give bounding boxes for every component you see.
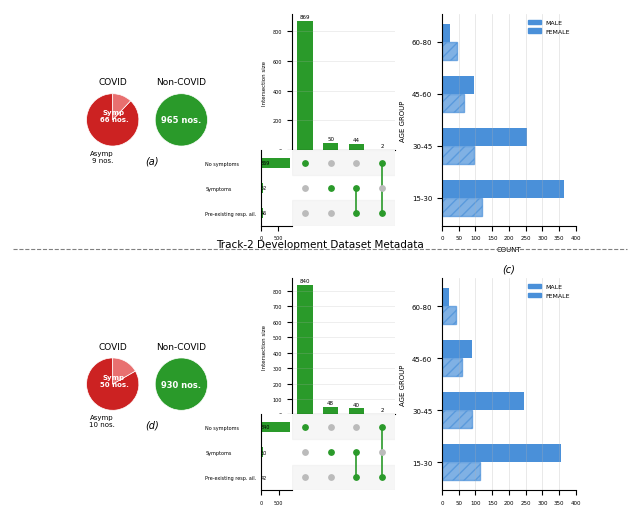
Wedge shape xyxy=(86,94,139,147)
Y-axis label: Intersection size: Intersection size xyxy=(262,324,268,369)
Bar xyxy=(261,158,291,168)
Bar xyxy=(442,359,462,377)
Bar xyxy=(292,151,395,176)
Bar xyxy=(261,447,263,457)
Bar xyxy=(442,77,474,95)
Bar xyxy=(442,25,451,43)
Point xyxy=(377,184,387,192)
Text: 52: 52 xyxy=(261,186,268,191)
Point xyxy=(300,210,310,218)
Text: 44: 44 xyxy=(353,138,360,143)
Title: Non-COVID: Non-COVID xyxy=(156,342,206,351)
Bar xyxy=(349,409,364,415)
Wedge shape xyxy=(113,358,135,384)
Bar xyxy=(442,462,481,480)
Point xyxy=(377,210,387,218)
Text: 50: 50 xyxy=(261,449,268,454)
Text: 40: 40 xyxy=(353,402,360,407)
Title: Non-COVID: Non-COVID xyxy=(156,78,206,87)
Point xyxy=(351,473,362,481)
Text: Symp
50 nos.: Symp 50 nos. xyxy=(100,374,129,387)
Bar xyxy=(297,285,312,415)
Bar xyxy=(442,307,456,325)
Point xyxy=(300,159,310,167)
Wedge shape xyxy=(156,94,207,147)
Y-axis label: AGE GROUP: AGE GROUP xyxy=(400,364,406,405)
Bar xyxy=(323,407,339,415)
Title: COVID: COVID xyxy=(99,342,127,351)
Legend: MALE, FEMALE: MALE, FEMALE xyxy=(526,282,573,301)
Point xyxy=(377,423,387,431)
Point xyxy=(326,159,336,167)
Wedge shape xyxy=(156,358,207,411)
Text: (c): (c) xyxy=(502,264,515,274)
Bar xyxy=(442,128,527,146)
Point xyxy=(351,448,362,456)
Point xyxy=(377,448,387,456)
Point xyxy=(300,473,310,481)
Bar xyxy=(442,198,482,217)
Text: (b): (b) xyxy=(337,171,350,181)
Text: 2: 2 xyxy=(380,408,384,413)
Point xyxy=(326,423,336,431)
Point xyxy=(351,184,362,192)
Text: 930 nos.: 930 nos. xyxy=(161,380,202,389)
Point xyxy=(326,448,336,456)
Point xyxy=(377,159,387,167)
Text: (e): (e) xyxy=(337,435,350,445)
Bar xyxy=(292,201,395,226)
Bar xyxy=(261,422,291,432)
Bar xyxy=(261,183,263,193)
Text: 46: 46 xyxy=(261,211,268,216)
Text: 50: 50 xyxy=(327,137,334,142)
Bar xyxy=(442,95,464,113)
Bar xyxy=(323,143,339,151)
Bar xyxy=(442,180,564,198)
Point xyxy=(300,448,310,456)
Point xyxy=(377,473,387,481)
Text: 869: 869 xyxy=(261,161,270,166)
Text: 48: 48 xyxy=(327,400,334,406)
Text: Track-2 Development Dataset Metadata: Track-2 Development Dataset Metadata xyxy=(216,240,424,250)
Text: 840: 840 xyxy=(300,279,310,284)
Bar xyxy=(292,415,395,440)
Bar xyxy=(349,144,364,151)
Text: 2: 2 xyxy=(380,144,384,149)
Bar xyxy=(442,340,472,359)
Text: Symp
66 nos.: Symp 66 nos. xyxy=(100,110,129,123)
Wedge shape xyxy=(86,358,139,411)
Point xyxy=(326,473,336,481)
Bar xyxy=(442,146,474,165)
Y-axis label: AGE GROUP: AGE GROUP xyxy=(400,100,406,141)
X-axis label: COUNT: COUNT xyxy=(497,246,522,252)
Bar xyxy=(261,209,262,219)
Text: 42: 42 xyxy=(261,475,268,480)
Bar xyxy=(442,392,524,410)
Bar xyxy=(442,43,457,61)
Text: Asymp
9 nos.: Asymp 9 nos. xyxy=(90,150,114,164)
Point xyxy=(351,423,362,431)
Text: (a): (a) xyxy=(145,156,159,166)
Text: Asymp
10 nos.: Asymp 10 nos. xyxy=(90,415,115,427)
Point xyxy=(300,184,310,192)
Bar xyxy=(442,288,449,307)
Bar xyxy=(442,410,472,428)
Title: COVID: COVID xyxy=(99,78,127,87)
Point xyxy=(326,184,336,192)
Legend: MALE, FEMALE: MALE, FEMALE xyxy=(526,18,573,37)
Point xyxy=(351,210,362,218)
Point xyxy=(351,159,362,167)
Text: 965 nos.: 965 nos. xyxy=(161,116,202,125)
Text: (d): (d) xyxy=(145,420,159,430)
Wedge shape xyxy=(113,94,131,121)
Point xyxy=(326,210,336,218)
Text: 840: 840 xyxy=(261,425,270,430)
Y-axis label: Intersection size: Intersection size xyxy=(262,61,268,106)
Bar xyxy=(261,472,262,482)
Bar xyxy=(442,444,561,462)
Point xyxy=(300,423,310,431)
Bar xyxy=(292,465,395,490)
Bar xyxy=(297,22,312,151)
Text: 869: 869 xyxy=(300,15,310,20)
